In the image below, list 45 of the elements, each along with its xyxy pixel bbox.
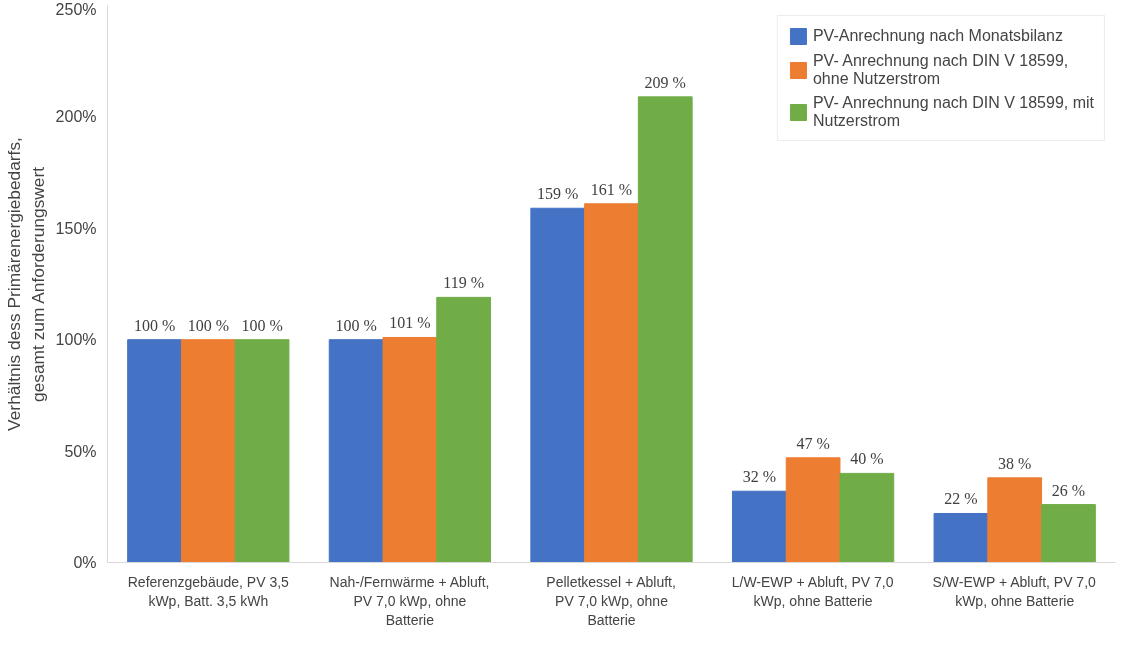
data-label: 161 % — [590, 180, 633, 198]
bar — [127, 339, 182, 563]
data-label: 47 % — [796, 434, 830, 452]
bar — [987, 477, 1043, 563]
data-label: 101 % — [389, 314, 431, 332]
data-label: 40 % — [850, 450, 884, 468]
x-tick-label: Pelletkessel + Abluft, PV 7,0 kWp, ohne Batterie — [546, 573, 676, 628]
y-tick-label: 150% — [55, 219, 97, 237]
data-label: 100 % — [335, 316, 377, 334]
bar — [1041, 504, 1096, 563]
legend-label: PV- Anrechnung nach DIN V 18599, ohne Nutzerstrom — [812, 52, 1069, 88]
data-label: 22 % — [944, 490, 978, 508]
data-label: 26 % — [1051, 481, 1086, 499]
bar — [180, 339, 236, 563]
x-tick-label: L/W-EWP + Abluft, PV 7,0 kWp, ohne Batterie — [731, 573, 894, 609]
bar — [839, 472, 895, 563]
bar — [436, 296, 492, 563]
bar — [382, 336, 438, 563]
data-label: 209 % — [644, 73, 686, 91]
bar — [731, 490, 787, 563]
data-label: 38 % — [998, 454, 1032, 472]
y-tick-label: 200% — [55, 108, 97, 126]
x-tick-label: Nah-/Fernwärme + Abluft, PV 7,0 kWp, ohne Batterie — [329, 573, 490, 628]
y-axis-title: Verhältnis dess Primärenergiebedarfs, gesamt zum Anforderungswert — [3, 137, 48, 431]
x-tick-label: S/W-EWP + Abluft, PV 7,0 kWp, ohne Batterie — [932, 573, 1097, 609]
data-label: 100 % — [187, 316, 229, 334]
bar — [933, 512, 989, 563]
data-label: 100 % — [133, 316, 176, 334]
legend-label: PV- Anrechnung nach DIN V 18599, mit Nutzerstrom — [812, 94, 1094, 130]
data-label: 119 % — [443, 274, 485, 292]
data-label: 32 % — [742, 468, 776, 486]
x-tick-label: Referenzgebäude, PV 3,5 kWp, Batt. 3,5 kWh — [127, 573, 290, 609]
y-tick-label: 0% — [73, 554, 97, 571]
y-tick-label: 250% — [55, 0, 97, 18]
bar — [328, 339, 384, 563]
bar — [637, 96, 693, 563]
legend-label: PV-Anrechnung nach Monatsbilanz — [812, 27, 1063, 45]
y-tick-label: 100% — [55, 331, 97, 349]
y-tick-label: 50% — [64, 442, 97, 460]
bar — [584, 203, 639, 563]
data-label: 159 % — [537, 185, 579, 203]
data-label: 100 % — [241, 316, 283, 334]
bar — [785, 457, 841, 563]
bar — [234, 339, 290, 563]
bar — [530, 207, 586, 563]
